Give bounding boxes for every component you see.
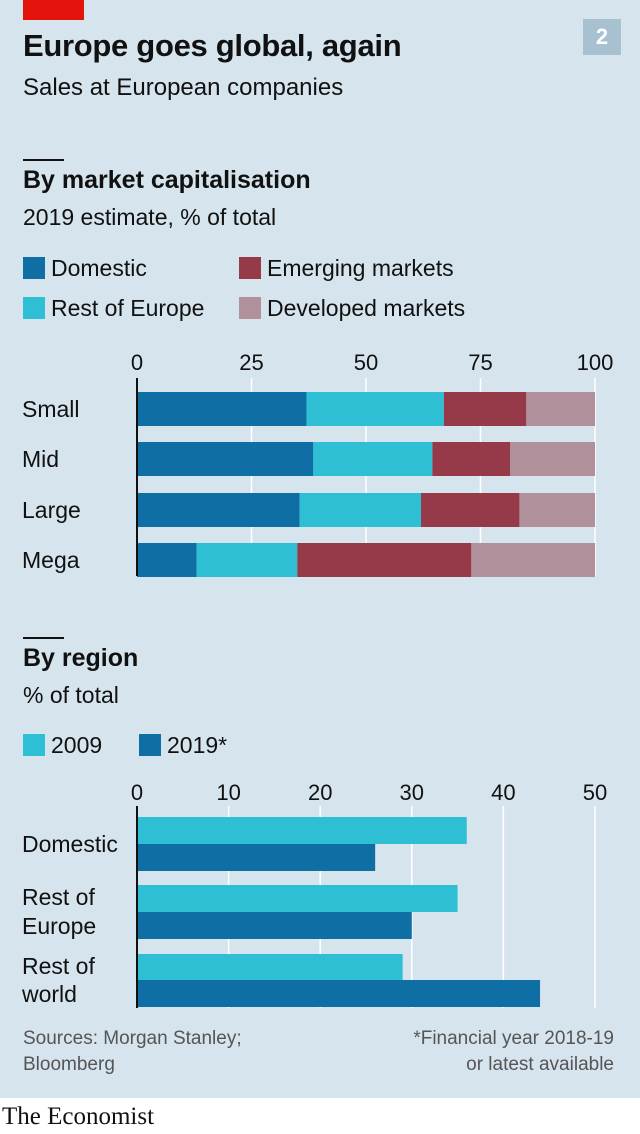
bar-segment [306, 392, 444, 426]
legend-label: Developed markets [267, 294, 466, 321]
chart-subtitle: Sales at European companies [23, 74, 344, 101]
footnote-line: *Financial year 2018-19 [413, 1028, 614, 1049]
bar-segment [510, 442, 595, 476]
category-label: Rest of [22, 884, 95, 910]
bar-segment [137, 543, 197, 577]
bar [137, 844, 376, 871]
x-tick-label: 50 [583, 780, 607, 805]
legend-item-rest-of-europe: Rest of Europe [23, 294, 204, 322]
bar-segment [137, 392, 307, 426]
legend-swatch [23, 257, 45, 279]
x-tick-label: 10 [216, 780, 240, 805]
brand-red-tag [23, 0, 84, 20]
legend-swatch [139, 734, 161, 756]
bar-segment [299, 493, 421, 527]
region-section-subtitle: % of total [23, 682, 119, 708]
bar-segment [313, 442, 433, 476]
bar-segment [443, 392, 527, 426]
legend-item-domestic: Domestic [23, 254, 147, 282]
cap-section-subtitle: 2019 estimate, % of total [23, 204, 277, 230]
x-tick-label: 0 [131, 780, 143, 805]
bar-segment [297, 543, 472, 577]
legend-swatch [23, 734, 45, 756]
x-tick-label: 75 [468, 350, 492, 375]
chart-panel: Europe goes global, again Sales at Europ… [0, 0, 640, 1098]
brand-wordmark: The Economist [2, 1103, 155, 1130]
category-label: Domestic [22, 831, 118, 857]
legend-item-emerging: Emerging markets [239, 254, 454, 282]
bar-segment [471, 543, 595, 577]
legend-swatch [239, 297, 261, 319]
section-rule [23, 637, 64, 639]
bar [137, 980, 541, 1007]
legend-swatch [23, 297, 45, 319]
legend-label: Domestic [51, 254, 147, 281]
legend-label: Emerging markets [267, 254, 454, 281]
chart-number-badge: 2 [583, 19, 621, 55]
bar-segment [196, 543, 298, 577]
category-label: Europe [22, 913, 96, 939]
category-label: Mid [22, 446, 59, 472]
bar-segment [432, 442, 511, 476]
section-rule [23, 159, 64, 161]
legend-item-2009: 2009 [23, 731, 102, 759]
category-label: Large [22, 497, 81, 523]
legend-label: Rest of Europe [51, 294, 205, 321]
chart-title: Europe goes global, again [23, 28, 402, 63]
bar [137, 885, 458, 912]
category-label: world [21, 981, 77, 1007]
bar [137, 954, 403, 981]
bar [137, 817, 467, 844]
x-tick-label: 50 [354, 350, 378, 375]
bar-segment [137, 493, 300, 527]
cap-section-title: By market capitalisation [23, 166, 311, 194]
sources-line: Bloomberg [23, 1054, 115, 1075]
sources-note: Sources: Morgan Stanley; Bloomberg [23, 1026, 242, 1078]
cap-bar-chart: 0 25 50 75 100 Small Mid Large Mega [22, 350, 614, 577]
legend-label: 2019* [167, 731, 228, 758]
bar [137, 912, 412, 939]
legend-label: 2009 [51, 731, 103, 758]
x-tick-label: 25 [239, 350, 263, 375]
x-tick-label: 0 [131, 350, 143, 375]
legend-item-2019: 2019* [139, 731, 227, 759]
legend-item-developed: Developed markets [239, 294, 465, 322]
bar-segment [526, 392, 595, 426]
category-label: Rest of [22, 953, 95, 979]
bar-segment [420, 493, 520, 527]
bar-segment [137, 442, 314, 476]
x-tick-label: 30 [400, 780, 424, 805]
x-tick-label: 100 [577, 350, 614, 375]
bar-segment [519, 493, 595, 527]
footnote-line: or latest available [466, 1054, 614, 1075]
x-tick-label: 40 [491, 780, 515, 805]
legend-swatch [239, 257, 261, 279]
region-section-title: By region [23, 644, 139, 672]
x-tick-label: 20 [308, 780, 332, 805]
sources-line: Sources: Morgan Stanley; [23, 1028, 242, 1049]
category-label: Small [22, 396, 80, 422]
footnote: *Financial year 2018-19 or latest availa… [413, 1026, 614, 1078]
category-label: Mega [22, 547, 80, 573]
